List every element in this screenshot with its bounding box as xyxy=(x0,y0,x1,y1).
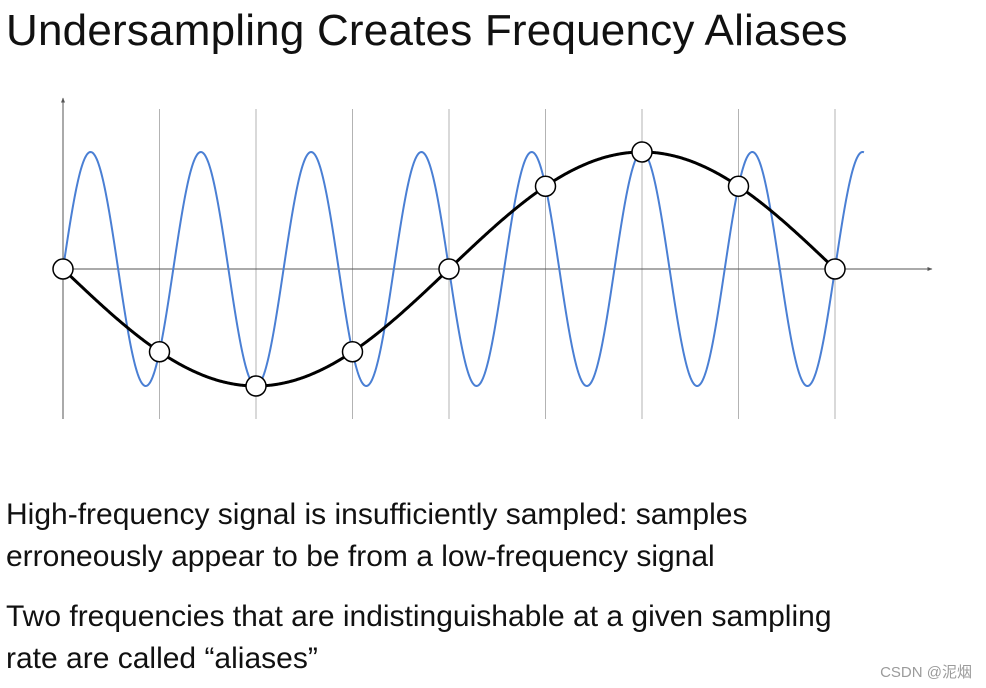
bullet-line: Two frequencies that are indistinguishab… xyxy=(6,600,832,633)
sample-point xyxy=(727,175,750,198)
high-frequency-signal xyxy=(62,150,865,388)
bullet-aliases-definition: Two frequencies that are indistinguishab… xyxy=(6,596,832,680)
sample-points xyxy=(52,141,846,397)
sample-point xyxy=(148,340,171,363)
sample-grid-lines xyxy=(159,109,836,419)
slide-title: Undersampling Creates Frequency Aliases xyxy=(6,6,848,55)
sample-point xyxy=(438,258,460,280)
sample-point xyxy=(824,258,846,280)
sample-point xyxy=(245,375,267,397)
watermark: CSDN @泥烟 xyxy=(880,664,972,681)
bullet-undersampling: High-frequency signal is insufficiently … xyxy=(6,494,747,578)
sample-point xyxy=(631,141,653,163)
sample-point xyxy=(52,258,74,280)
sample-point xyxy=(341,340,364,363)
bullet-line: rate are called “aliases” xyxy=(6,642,318,675)
aliasing-diagram xyxy=(52,97,933,419)
sample-point xyxy=(534,175,557,198)
bullet-line: erroneously appear to be from a low-freq… xyxy=(6,540,715,573)
bullet-line: High-frequency signal is insufficiently … xyxy=(6,498,748,531)
